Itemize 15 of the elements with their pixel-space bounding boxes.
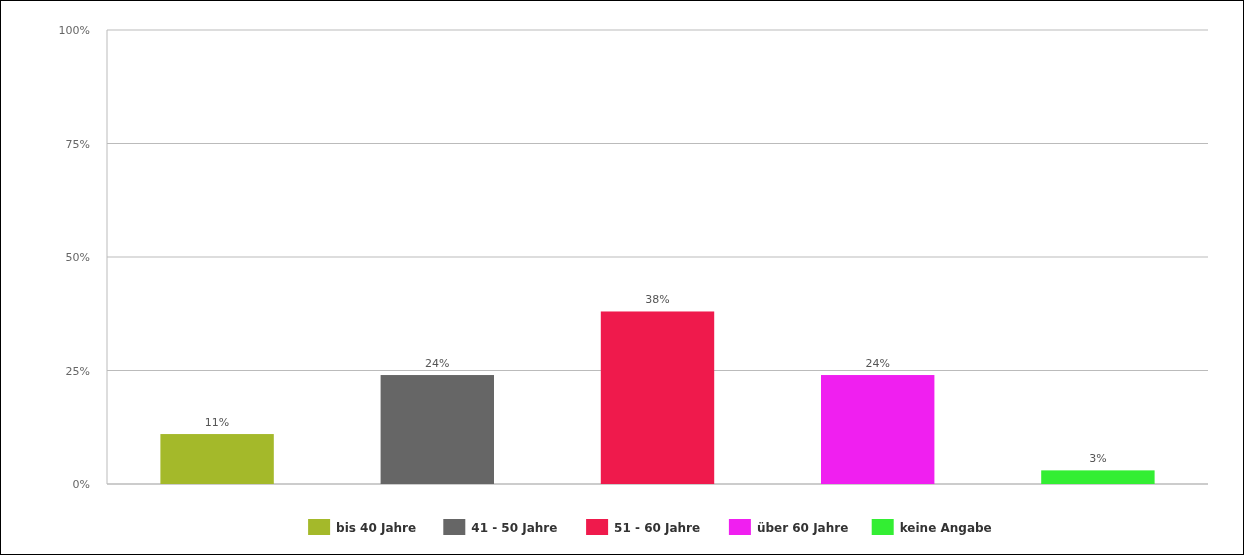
legend-label: 41 - 50 Jahre xyxy=(471,521,558,535)
legend-label: bis 40 Jahre xyxy=(336,521,417,535)
data-label: 38% xyxy=(645,293,670,307)
y-tick-label: 100% xyxy=(58,24,90,37)
legend-label: über 60 Jahre xyxy=(756,521,849,535)
y-tick-label: 50% xyxy=(65,251,90,264)
legend-label: 51 - 60 Jahre xyxy=(614,521,701,535)
y-tick-label: 75% xyxy=(65,137,90,151)
data-label: 11% xyxy=(204,416,230,430)
y-tick-label: 25% xyxy=(65,364,90,378)
y-tick-label: 0% xyxy=(72,478,90,491)
legend-label: keine Angabe xyxy=(899,521,992,535)
data-label: 24% xyxy=(865,357,890,371)
data-label: 24% xyxy=(425,357,450,371)
data-label: 3% xyxy=(1089,452,1107,466)
